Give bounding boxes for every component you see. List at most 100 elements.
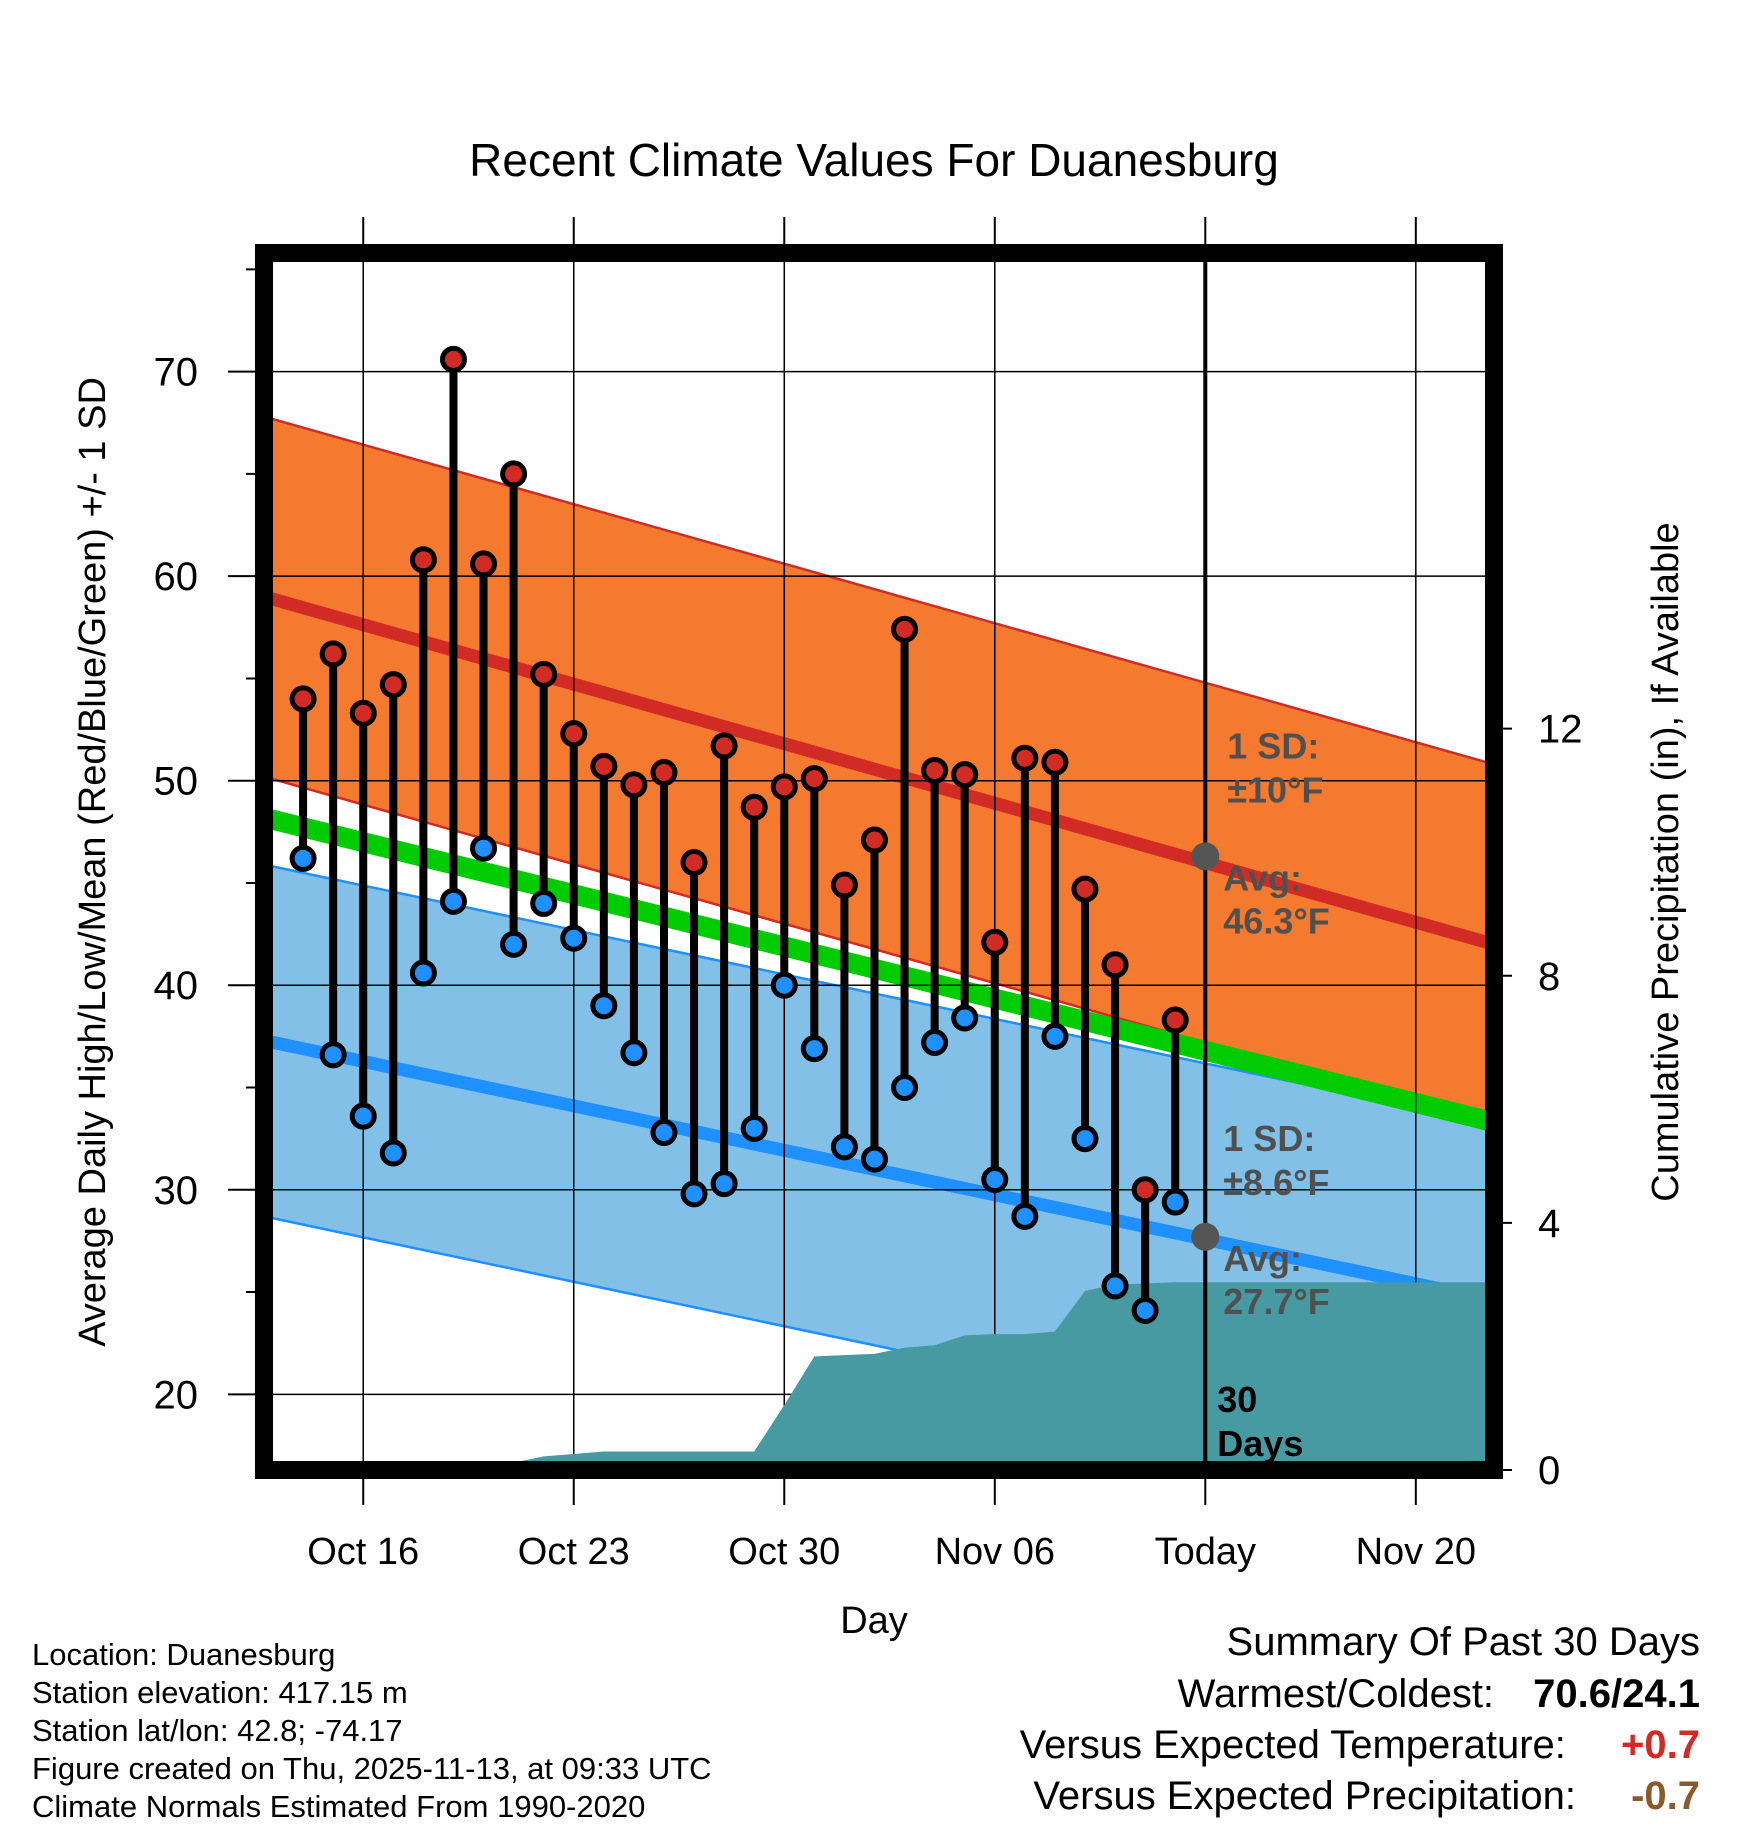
daily-low-point (590, 992, 618, 1020)
daily-low-point (349, 1102, 377, 1130)
today-marker (1191, 262, 1220, 1462)
daily-high-point (319, 640, 347, 668)
daily-low-point (1011, 1202, 1039, 1230)
daily-low-point (650, 1119, 678, 1147)
daily-low-point (409, 959, 437, 987)
high-band-upper-edge (264, 415, 1494, 766)
daily-high-point (500, 460, 528, 488)
plot-frame (255, 244, 1503, 1479)
daily-high-point (981, 928, 1009, 956)
daily-high-point (650, 759, 678, 787)
x-axis-label: Day (840, 1600, 908, 1642)
summary-warmest-value: 70.6/24.1 (1533, 1672, 1700, 1716)
y-axis-label: Average Daily High/Low/Mean (Red/Blue/Gr… (72, 377, 114, 1347)
daily-range-stems (299, 359, 1180, 1311)
daily-high-point (1101, 951, 1129, 979)
x-tick-label: Oct 30 (728, 1531, 840, 1573)
daily-low-point (1131, 1296, 1159, 1324)
summary-temp-label: Versus Expected Temperature: (1019, 1723, 1566, 1767)
daily-high-point (530, 660, 558, 688)
y-tick-label: 40 (154, 964, 199, 1008)
daily-high-point (1011, 744, 1039, 772)
daily-high-point (439, 345, 467, 373)
daily-high-point (680, 849, 708, 877)
daily-low-point (319, 1041, 347, 1069)
daily-high-point (1071, 875, 1099, 903)
daily-low-point (770, 971, 798, 999)
axis-ticks: Oct 16 Oct 23 Oct 30 Nov 06 Today Nov 20 20 30 4… (154, 217, 1583, 1573)
low-sd-label: 1 SD: (1223, 1118, 1315, 1159)
y2-axis-label: Cumulative Precipitation (in), If Availa… (1645, 522, 1687, 1201)
daily-low-point (981, 1166, 1009, 1194)
daily-low-point (891, 1074, 919, 1102)
low-avg-value: 27.7°F (1223, 1281, 1329, 1322)
daily-low-point (680, 1180, 708, 1208)
daily-points (289, 345, 1189, 1324)
summary-precip-value: -0.7 (1631, 1774, 1700, 1818)
info-latlon: Station lat/lon: 42.8; -74.17 (32, 1713, 403, 1748)
info-location: Location: Duanesburg (32, 1637, 336, 1672)
daily-high-point (710, 732, 738, 760)
info-created: Figure created on Thu, 2025-11-13, at 09… (32, 1751, 712, 1786)
summary-warmest-label: Warmest/Coldest: (1177, 1672, 1495, 1716)
summary-title: Summary Of Past 30 Days (1226, 1620, 1700, 1664)
high-avg-value: 46.3°F (1223, 900, 1329, 941)
normal-mean-line (264, 807, 1494, 1132)
info-normals: Climate Normals Estimated From 1990-2020 (32, 1789, 646, 1824)
daily-high-point (770, 773, 798, 801)
daily-low-point (860, 1145, 888, 1173)
daily-high-point (620, 771, 648, 799)
x-tick-label: Nov 06 (935, 1531, 1055, 1573)
y-tick-label: 70 (154, 351, 199, 395)
daily-low-point (1041, 1022, 1069, 1050)
daily-high-point (830, 871, 858, 899)
precipitation-fill (264, 1282, 1494, 1470)
daily-high-point (470, 550, 498, 578)
chart-title: Recent Climate Values For Duanesburg (469, 134, 1279, 186)
daily-high-point (379, 671, 407, 699)
normal-high-line (264, 590, 1494, 951)
info-elevation: Station elevation: 417.15 m (32, 1675, 408, 1710)
y2-tick-label: 4 (1538, 1202, 1560, 1246)
y-tick-label: 30 (154, 1169, 199, 1213)
summary-temp-value: +0.7 (1621, 1723, 1700, 1767)
daily-low-point (830, 1133, 858, 1161)
daily-low-point (951, 1004, 979, 1032)
y2-tick-label: 8 (1538, 955, 1560, 999)
daily-high-point (1131, 1176, 1159, 1204)
days-count-label: 30 (1217, 1379, 1257, 1420)
daily-low-point (1161, 1188, 1189, 1216)
daily-high-point (409, 546, 437, 574)
days-word-label: Days (1217, 1423, 1303, 1464)
daily-low-point (710, 1170, 738, 1198)
daily-low-point (560, 924, 588, 952)
daily-low-point (1101, 1272, 1129, 1300)
daily-high-point (891, 615, 919, 643)
daily-high-point (1161, 1006, 1189, 1034)
high-sd-value: ±10°F (1227, 769, 1323, 810)
daily-low-point (470, 834, 498, 862)
daily-low-point (740, 1114, 768, 1142)
today-high-avg-marker (1191, 842, 1220, 871)
high-avg-label: Avg: (1223, 857, 1302, 898)
daily-high-point (951, 761, 979, 789)
y-tick-label: 50 (154, 760, 199, 804)
low-avg-label: Avg: (1223, 1238, 1302, 1279)
daily-low-point (530, 889, 558, 917)
daily-high-point (349, 699, 377, 727)
y-tick-label: 60 (154, 555, 199, 599)
daily-high-point (1041, 748, 1069, 776)
daily-low-point (500, 930, 528, 958)
x-tick-label: Today (1155, 1531, 1256, 1573)
daily-high-point (740, 793, 768, 821)
daily-low-point (620, 1039, 648, 1067)
daily-high-point (289, 685, 317, 713)
daily-high-point (560, 720, 588, 748)
summary-precip-label: Versus Expected Precipitation: (1033, 1774, 1576, 1818)
y2-tick-label: 0 (1538, 1449, 1560, 1493)
daily-high-point (800, 765, 828, 793)
x-tick-label: Oct 16 (307, 1531, 419, 1573)
y-tick-label: 20 (154, 1373, 199, 1417)
